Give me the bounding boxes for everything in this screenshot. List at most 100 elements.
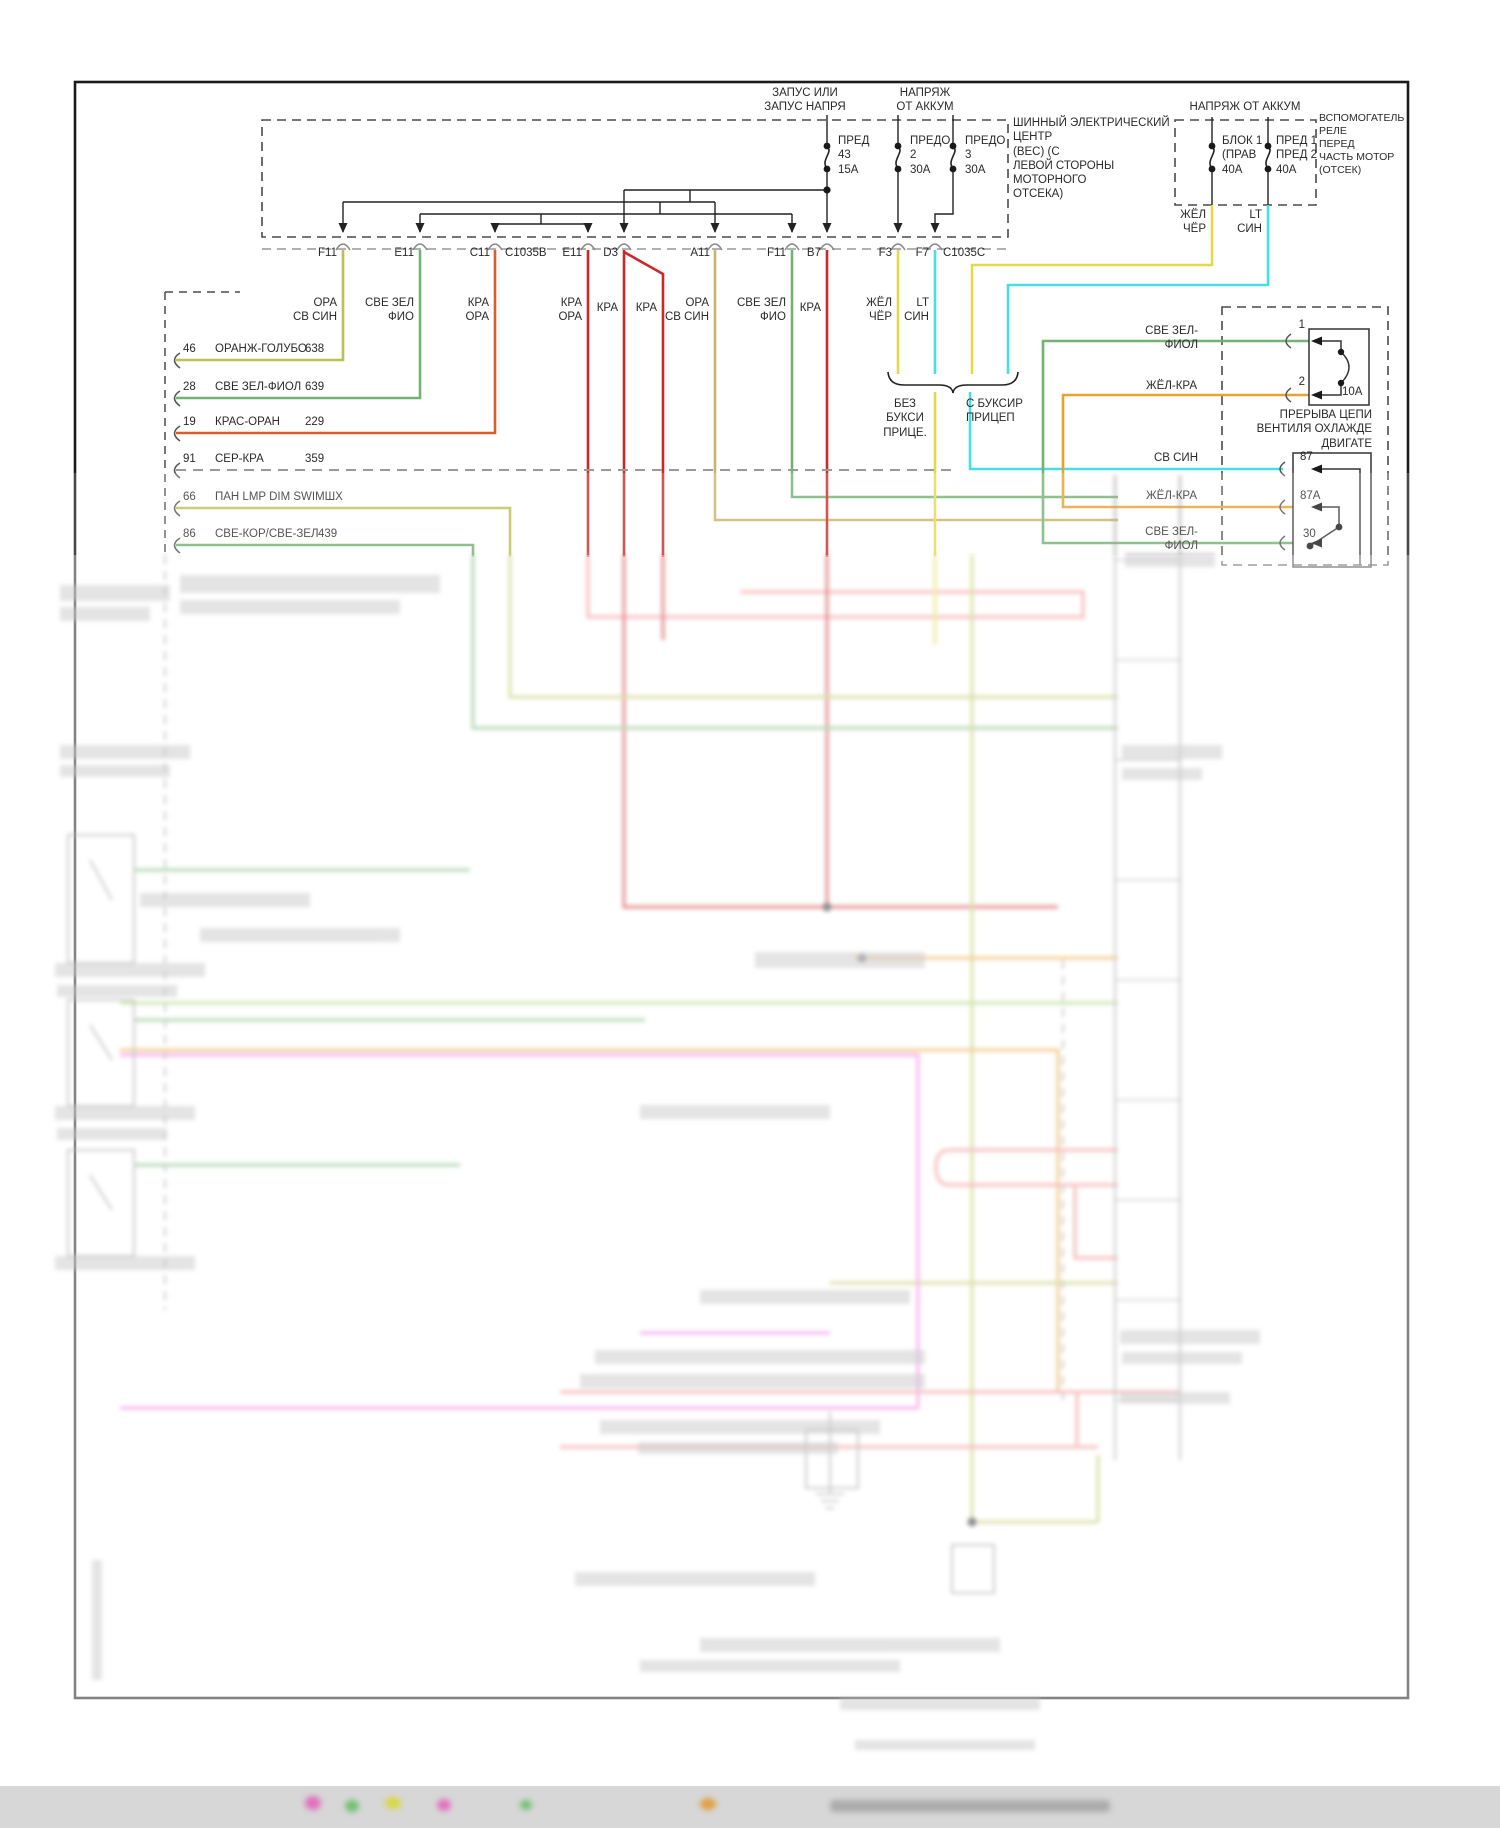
bottom-strip <box>0 1786 1500 1828</box>
right-connector-column <box>1114 475 1181 1460</box>
cb-wire2-label: ЖЁЛ-КРА <box>1146 380 1197 392</box>
wirecolor-13: LT СИН <box>1237 209 1262 236</box>
cb-pin2: 2 <box>1298 376 1305 388</box>
pin-label-86: СВЕ-КОР/СВЕ-ЗЕЛ <box>215 528 319 540</box>
strip-blur-text <box>830 1800 1110 1812</box>
wire-kra-ora <box>176 250 497 435</box>
pin-num-86: 86 <box>183 528 196 540</box>
relay-wire87-label: СВ СИН <box>1153 452 1198 464</box>
wire-svezel-fio-2 <box>790 250 1118 499</box>
pin-circuit-86: 439 <box>318 528 338 540</box>
fuse-3-label: ПРЕДО 3 30A <box>965 135 1006 176</box>
diagram-border <box>73 80 1410 1700</box>
strip-blob-pink-2 <box>437 1799 451 1811</box>
fuse-icons <box>824 146 1271 169</box>
relay-pin87a: 87A <box>1300 490 1321 502</box>
pin-label-46: ОРАНЖ-ГОЛУБО <box>215 343 307 355</box>
relay-pin30: 30 <box>1303 528 1316 540</box>
pin-label-19: КРАС-ОРАН <box>215 416 280 428</box>
pin-label-91: СЕР-КРА <box>215 453 264 465</box>
strip-blob-orange <box>700 1798 716 1810</box>
wirecolor-4: КРА ОРА <box>558 297 582 324</box>
strip-blob-yellow <box>385 1797 401 1809</box>
wirecolor-1: ОРА СВ СИН <box>292 297 337 324</box>
pin-circuit-91: 359 <box>305 453 325 465</box>
cb-wire1-label: СВЕ ЗЕЛ-ФИОЛ <box>1145 325 1198 352</box>
connector-b7: B7 <box>806 247 821 259</box>
strip-blob-green <box>345 1800 359 1812</box>
blurred-text <box>55 553 1260 1750</box>
wires <box>176 205 1309 557</box>
circuit-breaker-dots <box>1311 336 1345 400</box>
left-component-boxes <box>67 834 995 1594</box>
wirecolor-7: ОРА СВ СИН <box>664 297 709 324</box>
cb-pin1: 1 <box>1298 319 1305 331</box>
wirecolor-11: LT СИН <box>904 297 929 324</box>
fuse-block1-label: БЛОК 1 (ПРАВ 40A <box>1222 135 1263 176</box>
feed-label-batt-left: НАПРЯЖ ОТ АККУМ <box>896 87 954 114</box>
trailer-brace <box>887 371 1019 394</box>
pin-num-91: 91 <box>183 453 196 465</box>
relay-wire30-label: СВЕ ЗЕЛ-ФИОЛ <box>1145 526 1198 553</box>
cb-rating: 10A <box>1342 386 1363 398</box>
arrow-down-icons <box>338 223 940 233</box>
relay-box-outline <box>1221 306 1389 566</box>
connector-a11: A11 <box>690 247 710 259</box>
connector-e11-2: E11 <box>562 247 582 259</box>
aux-title: ВСПОМОГАТЕЛЬ РЕЛЕ ПЕРЕД ЧАСТЬ МОТОР (ОТС… <box>1319 112 1405 177</box>
wire-sve-kor <box>176 543 475 557</box>
connector-f11-2: F11 <box>767 247 786 259</box>
pin-num-66: 66 <box>183 491 196 503</box>
connector-c1035c: C1035C <box>943 247 986 259</box>
feed-lines <box>342 115 1269 232</box>
wirecolor-12: ЖЁЛ ЧЁР <box>1180 209 1206 236</box>
pin-num-46: 46 <box>183 343 196 355</box>
wirecolor-5: КРА <box>596 302 618 314</box>
wire-svezel-fio <box>176 250 422 400</box>
connector-f3: F3 <box>878 247 892 259</box>
wire-zhel-cher-right <box>970 205 1214 374</box>
fuse-dots <box>823 142 1272 194</box>
wirecolor-3: КРА ОРА <box>465 297 489 324</box>
connector-f7: F7 <box>915 247 929 259</box>
relay-dots <box>1306 464 1343 550</box>
trailer-without-label: БЕЗ БУКСИ ПРИЦЕ. <box>883 398 927 439</box>
wire-ltsin-right <box>1006 205 1270 374</box>
pin-num-19: 19 <box>183 416 196 428</box>
connector-row-line <box>262 243 1008 251</box>
pin-label-28: СВЕ ЗЕЛ-ФИОЛ <box>215 381 302 393</box>
wire-kra-branch <box>623 250 665 557</box>
strip-blob-pink <box>305 1796 321 1810</box>
pin-circuit-46: 638 <box>305 343 325 355</box>
fuse-43-label: ПРЕД 43 15A <box>838 135 870 176</box>
relay-pin87: 87 <box>1300 451 1313 463</box>
feed-label-start: ЗАПУС ИЛИ ЗАПУС НАПРЯ <box>764 87 846 114</box>
wirecolor-2: СВЕ ЗЕЛ ФИО <box>364 297 414 324</box>
connector-c1035b: C1035B <box>505 247 547 259</box>
left-pin-arcs <box>173 352 181 554</box>
wire-ora-svsin <box>176 250 345 362</box>
feed-label-batt-right: НАПРЯЖ ОТ АККУМ <box>1189 101 1301 113</box>
wirecolor-10: ЖЁЛ ЧЁР <box>866 297 892 324</box>
left-connector-outline <box>164 291 240 555</box>
pin-circuit-28: 639 <box>305 381 325 393</box>
fuse-2-label: ПРЕДО 2 30A <box>910 135 951 176</box>
connector-e11: E11 <box>394 247 414 259</box>
trailer-with-label: С БУКСИР ПРИЦЕП <box>966 398 1023 425</box>
bec-title: ШИННЫЙ ЭЛЕКТРИЧЕСКИЙ ЦЕНТР (ВЕС) (С ЛЕВО… <box>1013 117 1170 201</box>
strip-blob-green-2 <box>520 1800 532 1810</box>
wirecolor-8: СВЕ ЗЕЛ ФИО <box>736 297 786 324</box>
aux-fusebox-outline <box>1174 119 1317 206</box>
relay-wire87a-label: ЖЁЛ-КРА <box>1146 490 1197 502</box>
pin-circuit-19: 229 <box>305 416 325 428</box>
connector-d3: D3 <box>603 247 618 259</box>
wire-zhel-kra-cb <box>1061 393 1309 509</box>
cb-label: ПРЕРЫВА ЦЕПИ ВЕНТИЛЯ ОХЛАЖДЕ ДВИГАТЕ <box>1256 409 1372 450</box>
connector-c11: C11 <box>469 247 490 259</box>
fuse-pred12-label: ПРЕД 1 ПРЕД 2 40A <box>1276 135 1317 176</box>
wire-ora-svsin-2 <box>713 250 1118 522</box>
wire-svezel-fiol-cb <box>1041 339 1309 545</box>
